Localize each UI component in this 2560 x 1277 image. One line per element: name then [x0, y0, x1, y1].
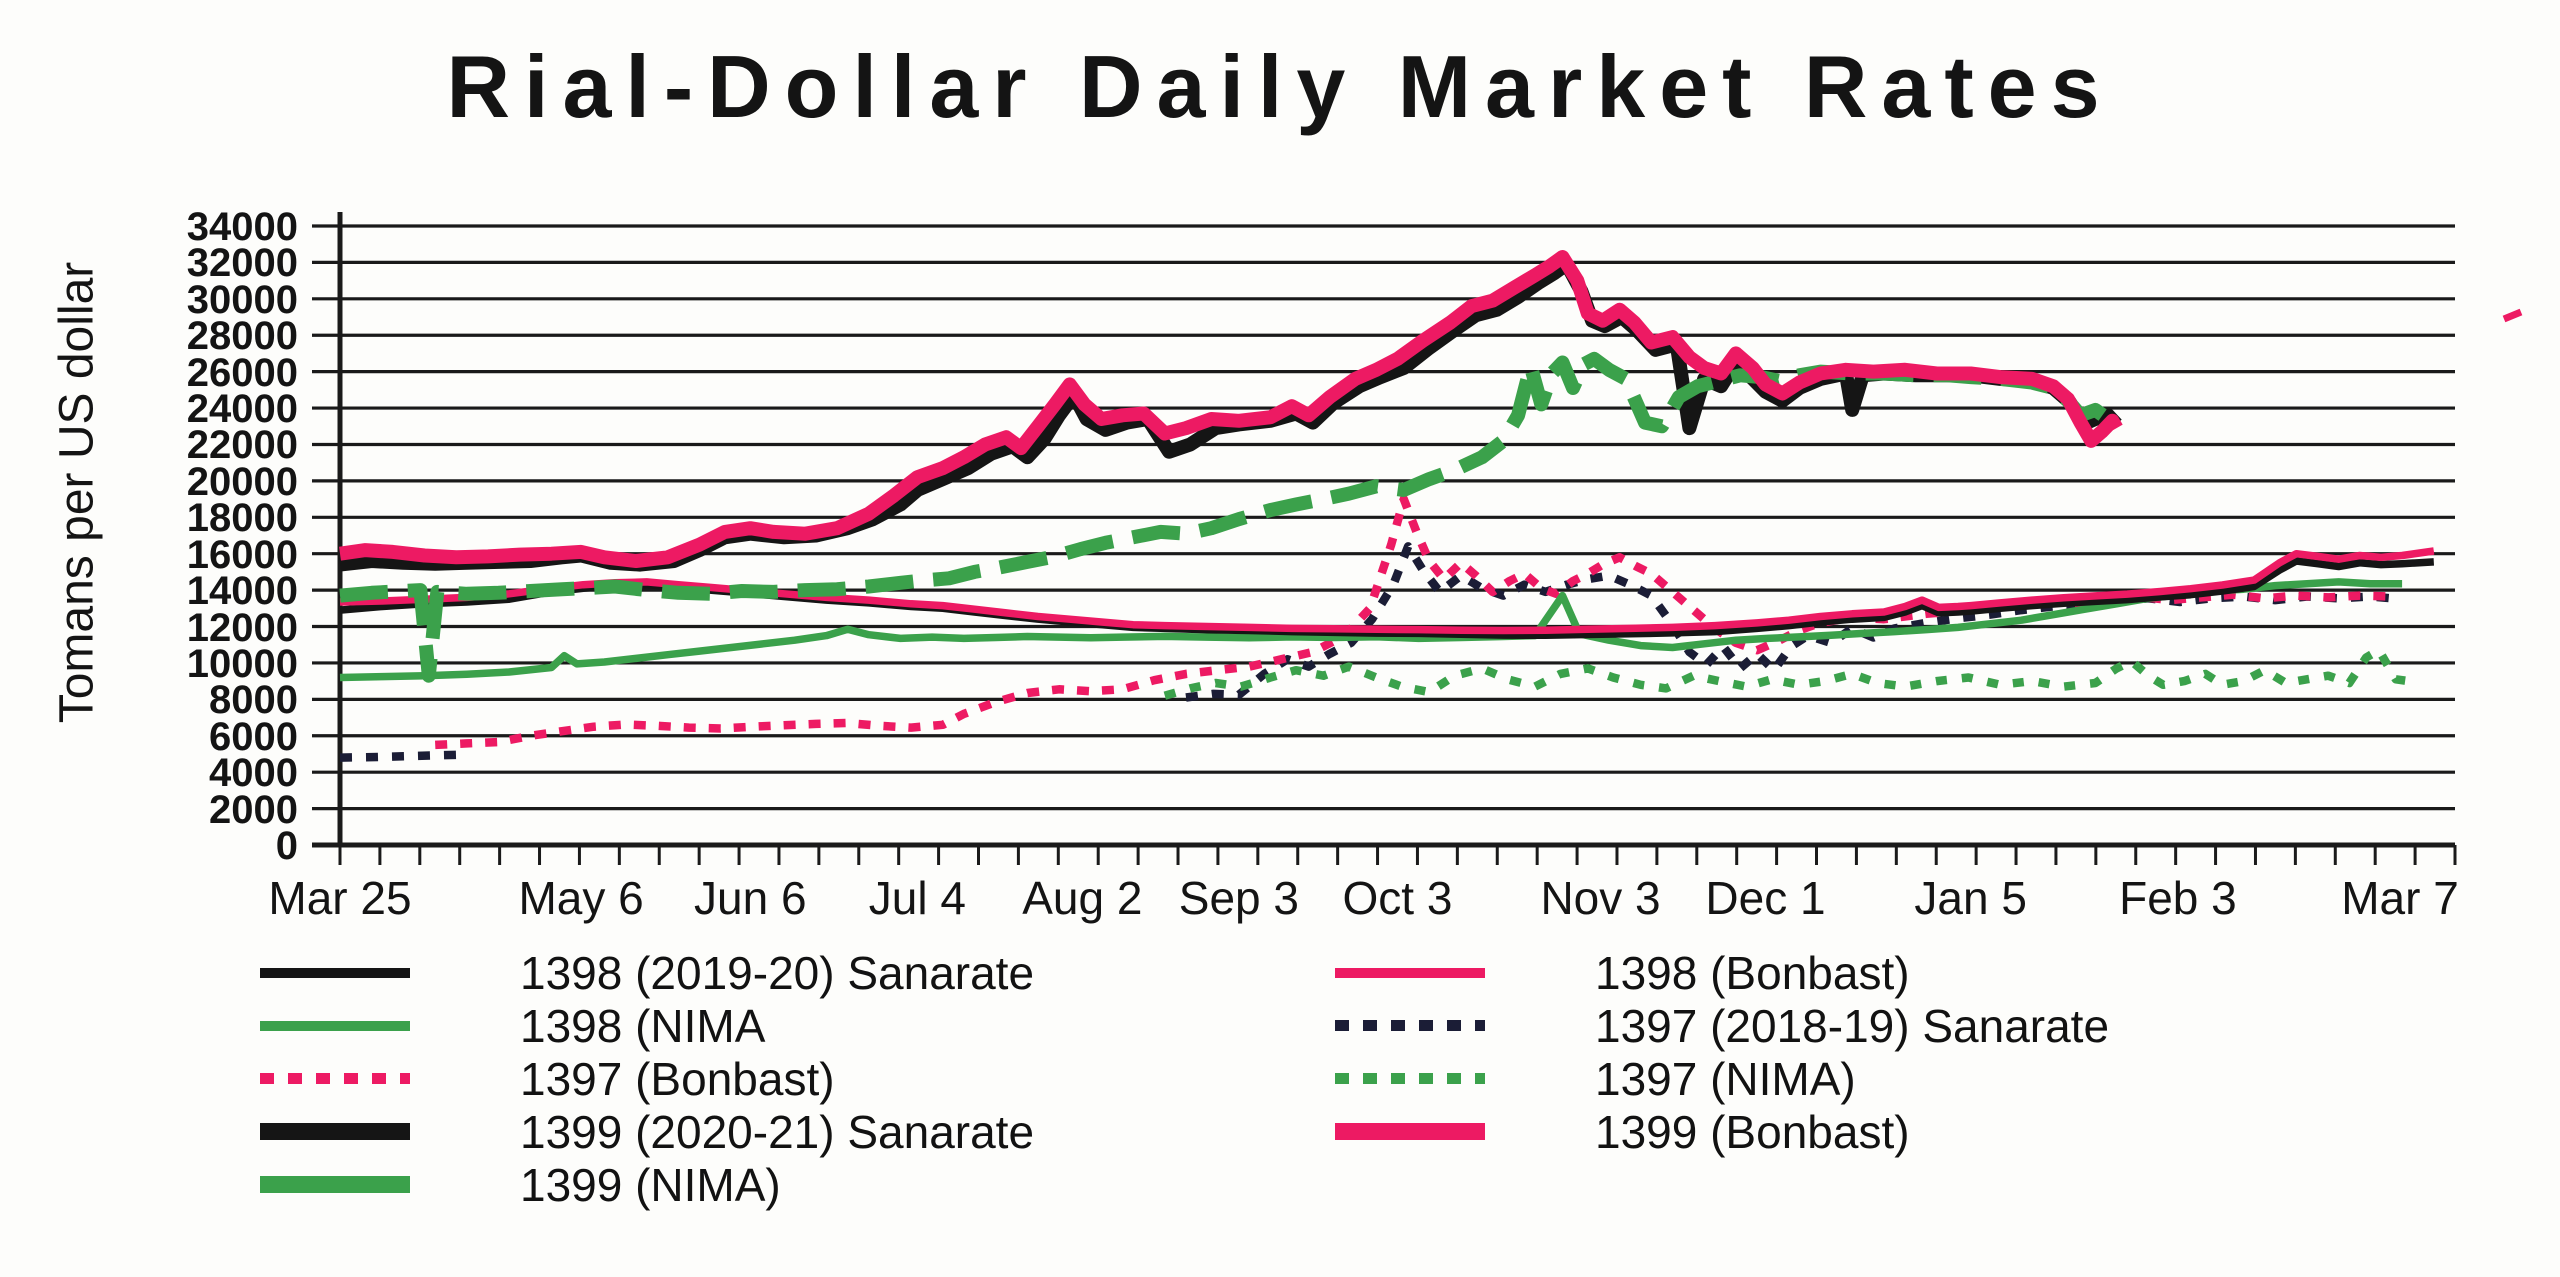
series-1398-bonbast- — [339, 547, 2435, 635]
legend-item: 1399 (2020-21) Sanarate — [260, 1105, 1034, 1158]
legend-item: 1399 (NIMA) — [260, 1158, 1034, 1211]
y-tick-label: 22000 — [186, 423, 298, 468]
x-tick-label: Mar 7 — [2341, 872, 2459, 924]
legend-column-right: 1398 (Bonbast) 1397 (2018-19) Sanarate 139… — [1335, 946, 2109, 1158]
y-tick-label: 32000 — [186, 241, 298, 286]
x-tick-label: Mar 25 — [268, 872, 412, 924]
legend-item: 1398 (NIMA — [260, 999, 1034, 1052]
series-1397-2018-19-sanarate — [1185, 542, 2392, 702]
legend-item: 1397 (Bonbast) — [260, 1052, 1034, 1105]
legend-item: 1398 (Bonbast) — [1335, 946, 2109, 999]
legend-line-swatch — [260, 1176, 410, 1193]
legend-label: 1397 (NIMA) — [1595, 1052, 1856, 1105]
series-1397-2018-19-sanarate — [339, 750, 463, 762]
legend-label: 1397 (Bonbast) — [520, 1052, 835, 1105]
legend-line-swatch — [1335, 1073, 1485, 1084]
legend-item: 1397 (NIMA) — [1335, 1052, 2109, 1105]
legend-line-swatch — [1335, 967, 1485, 978]
legend-line-swatch — [1335, 1123, 1485, 1140]
x-tick-label: Jun 6 — [694, 872, 807, 924]
x-tick-label: Sep 3 — [1178, 872, 1299, 924]
x-tick-label: Jul 4 — [868, 872, 966, 924]
legend-item: 1398 (2019-20) Sanarate — [260, 946, 1034, 999]
x-tick-label: Jan 5 — [1914, 872, 2027, 924]
legend-line-swatch — [260, 1123, 410, 1140]
y-tick-label: 0 — [275, 824, 298, 868]
legend-label: 1398 (2019-20) Sanarate — [520, 946, 1035, 999]
legend-item: 1399 (Bonbast) — [1335, 1105, 2109, 1158]
y-tick-label: 28000 — [186, 314, 298, 359]
chart-title: Rial-Dollar Daily Market Rates — [446, 37, 2114, 136]
legend-line-swatch — [260, 967, 410, 978]
x-tick-label: Feb 3 — [2119, 872, 2237, 924]
y-tick-label: 8000 — [209, 678, 298, 723]
legend-label: 1397 (2018-19) Sanarate — [1595, 999, 2110, 1052]
x-tick-label: May 6 — [518, 872, 644, 924]
y-tick-label: 12000 — [186, 605, 298, 650]
legend-line-swatch — [1335, 1020, 1485, 1031]
legend-column-left: 1398 (2019-20) Sanarate 1398 (NIMA 1397 (B… — [260, 946, 1034, 1211]
y-tick-label: 16000 — [186, 532, 298, 577]
x-tick-label: Oct 3 — [1342, 872, 1453, 924]
scan-artifact — [2502, 308, 2523, 323]
y-tick-label: 34000 — [186, 205, 298, 249]
series-1399-bonbast- — [339, 250, 2123, 568]
legend-label: 1399 (NIMA) — [520, 1158, 781, 1211]
legend-label: 1398 (Bonbast) — [1595, 946, 1910, 999]
legend-label: 1399 (Bonbast) — [1595, 1105, 1910, 1158]
x-tick-label: Nov 3 — [1540, 872, 1661, 924]
y-tick-label: 26000 — [186, 350, 298, 395]
y-tick-label: 24000 — [186, 387, 298, 432]
legend-label: 1399 (2020-21) Sanarate — [520, 1105, 1035, 1158]
legend-item: 1397 (2018-19) Sanarate — [1335, 999, 2109, 1052]
series-1397-nima- — [1163, 645, 2410, 700]
y-tick-label: 2000 — [209, 787, 298, 832]
y-tick-label: 30000 — [186, 277, 298, 322]
series-1398-nima — [339, 578, 2403, 682]
y-tick-label: 20000 — [186, 459, 298, 504]
y-tick-label: 18000 — [186, 496, 298, 541]
legend-label: 1398 (NIMA — [520, 999, 766, 1052]
x-tick-label: Aug 2 — [1022, 872, 1143, 924]
legend-line-swatch — [260, 1073, 410, 1084]
y-tick-label: 14000 — [186, 569, 298, 614]
y-tick-label: 10000 — [186, 641, 298, 686]
y-tick-label: 6000 — [209, 714, 298, 759]
legend-line-swatch — [260, 1020, 410, 1031]
y-tick-label: 4000 — [209, 751, 298, 796]
x-tick-label: Dec 1 — [1705, 872, 1826, 924]
